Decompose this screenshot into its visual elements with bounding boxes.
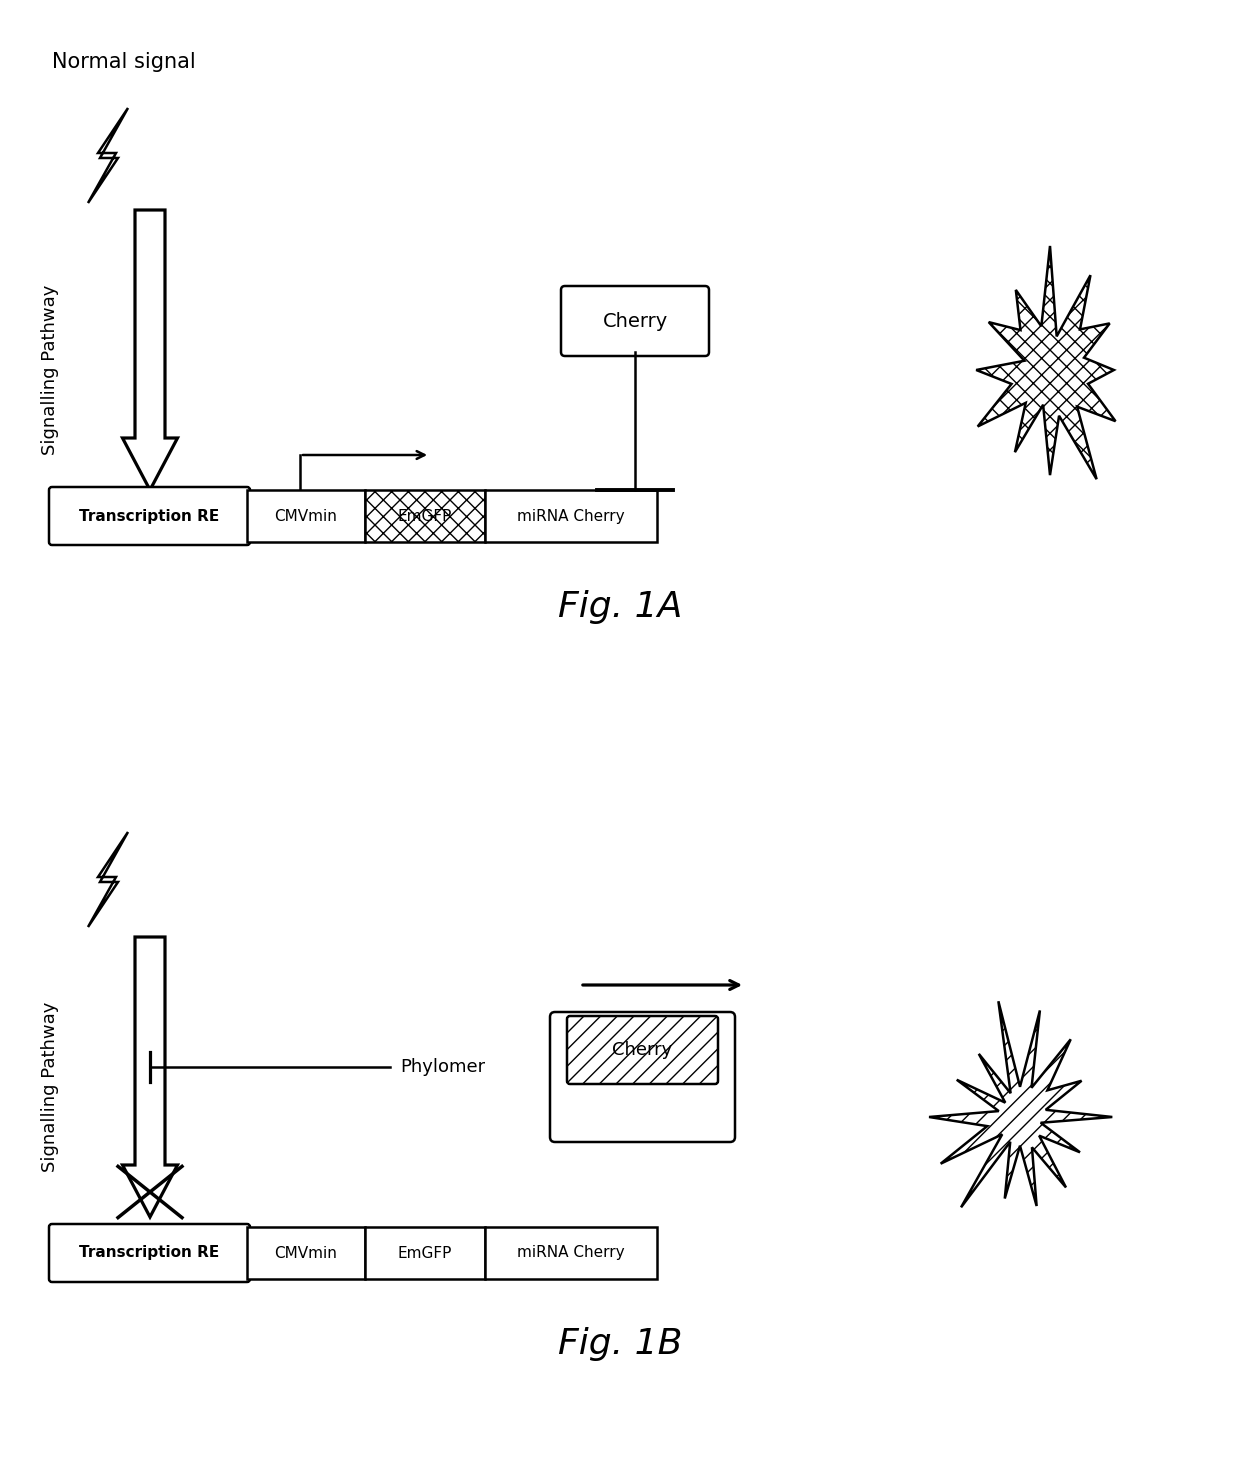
Bar bbox=[247, 489, 365, 542]
FancyBboxPatch shape bbox=[567, 1016, 718, 1083]
Text: CMVmin: CMVmin bbox=[274, 509, 337, 523]
Text: Transcription RE: Transcription RE bbox=[79, 509, 219, 523]
Text: Fig. 1A: Fig. 1A bbox=[558, 590, 682, 624]
Text: CMVmin: CMVmin bbox=[274, 1246, 337, 1260]
Bar bbox=[365, 489, 485, 542]
FancyBboxPatch shape bbox=[50, 1223, 250, 1282]
Text: EmGFP: EmGFP bbox=[398, 509, 453, 523]
Text: Transcription RE: Transcription RE bbox=[79, 1246, 219, 1260]
Polygon shape bbox=[123, 209, 177, 489]
Text: miRNA Cherry: miRNA Cherry bbox=[517, 1246, 625, 1260]
FancyBboxPatch shape bbox=[551, 1013, 735, 1142]
Text: EmGFP: EmGFP bbox=[398, 1246, 453, 1260]
Bar bbox=[365, 1226, 485, 1279]
Polygon shape bbox=[123, 937, 177, 1218]
Polygon shape bbox=[929, 1001, 1112, 1207]
Polygon shape bbox=[88, 108, 128, 203]
Bar bbox=[247, 1226, 365, 1279]
Polygon shape bbox=[88, 831, 128, 927]
FancyBboxPatch shape bbox=[50, 486, 250, 545]
FancyBboxPatch shape bbox=[560, 286, 709, 357]
Text: Signalling Pathway: Signalling Pathway bbox=[41, 284, 60, 455]
Polygon shape bbox=[976, 246, 1116, 479]
Bar bbox=[485, 1226, 657, 1279]
Bar bbox=[485, 489, 657, 542]
Text: Cherry: Cherry bbox=[603, 311, 667, 330]
Text: Normal signal: Normal signal bbox=[52, 52, 196, 72]
Text: Cherry: Cherry bbox=[613, 1041, 672, 1058]
Text: Fig. 1B: Fig. 1B bbox=[558, 1327, 682, 1361]
Text: miRNA Cherry: miRNA Cherry bbox=[517, 509, 625, 523]
Text: Phylomer: Phylomer bbox=[401, 1058, 485, 1076]
Text: Signalling Pathway: Signalling Pathway bbox=[41, 1002, 60, 1172]
